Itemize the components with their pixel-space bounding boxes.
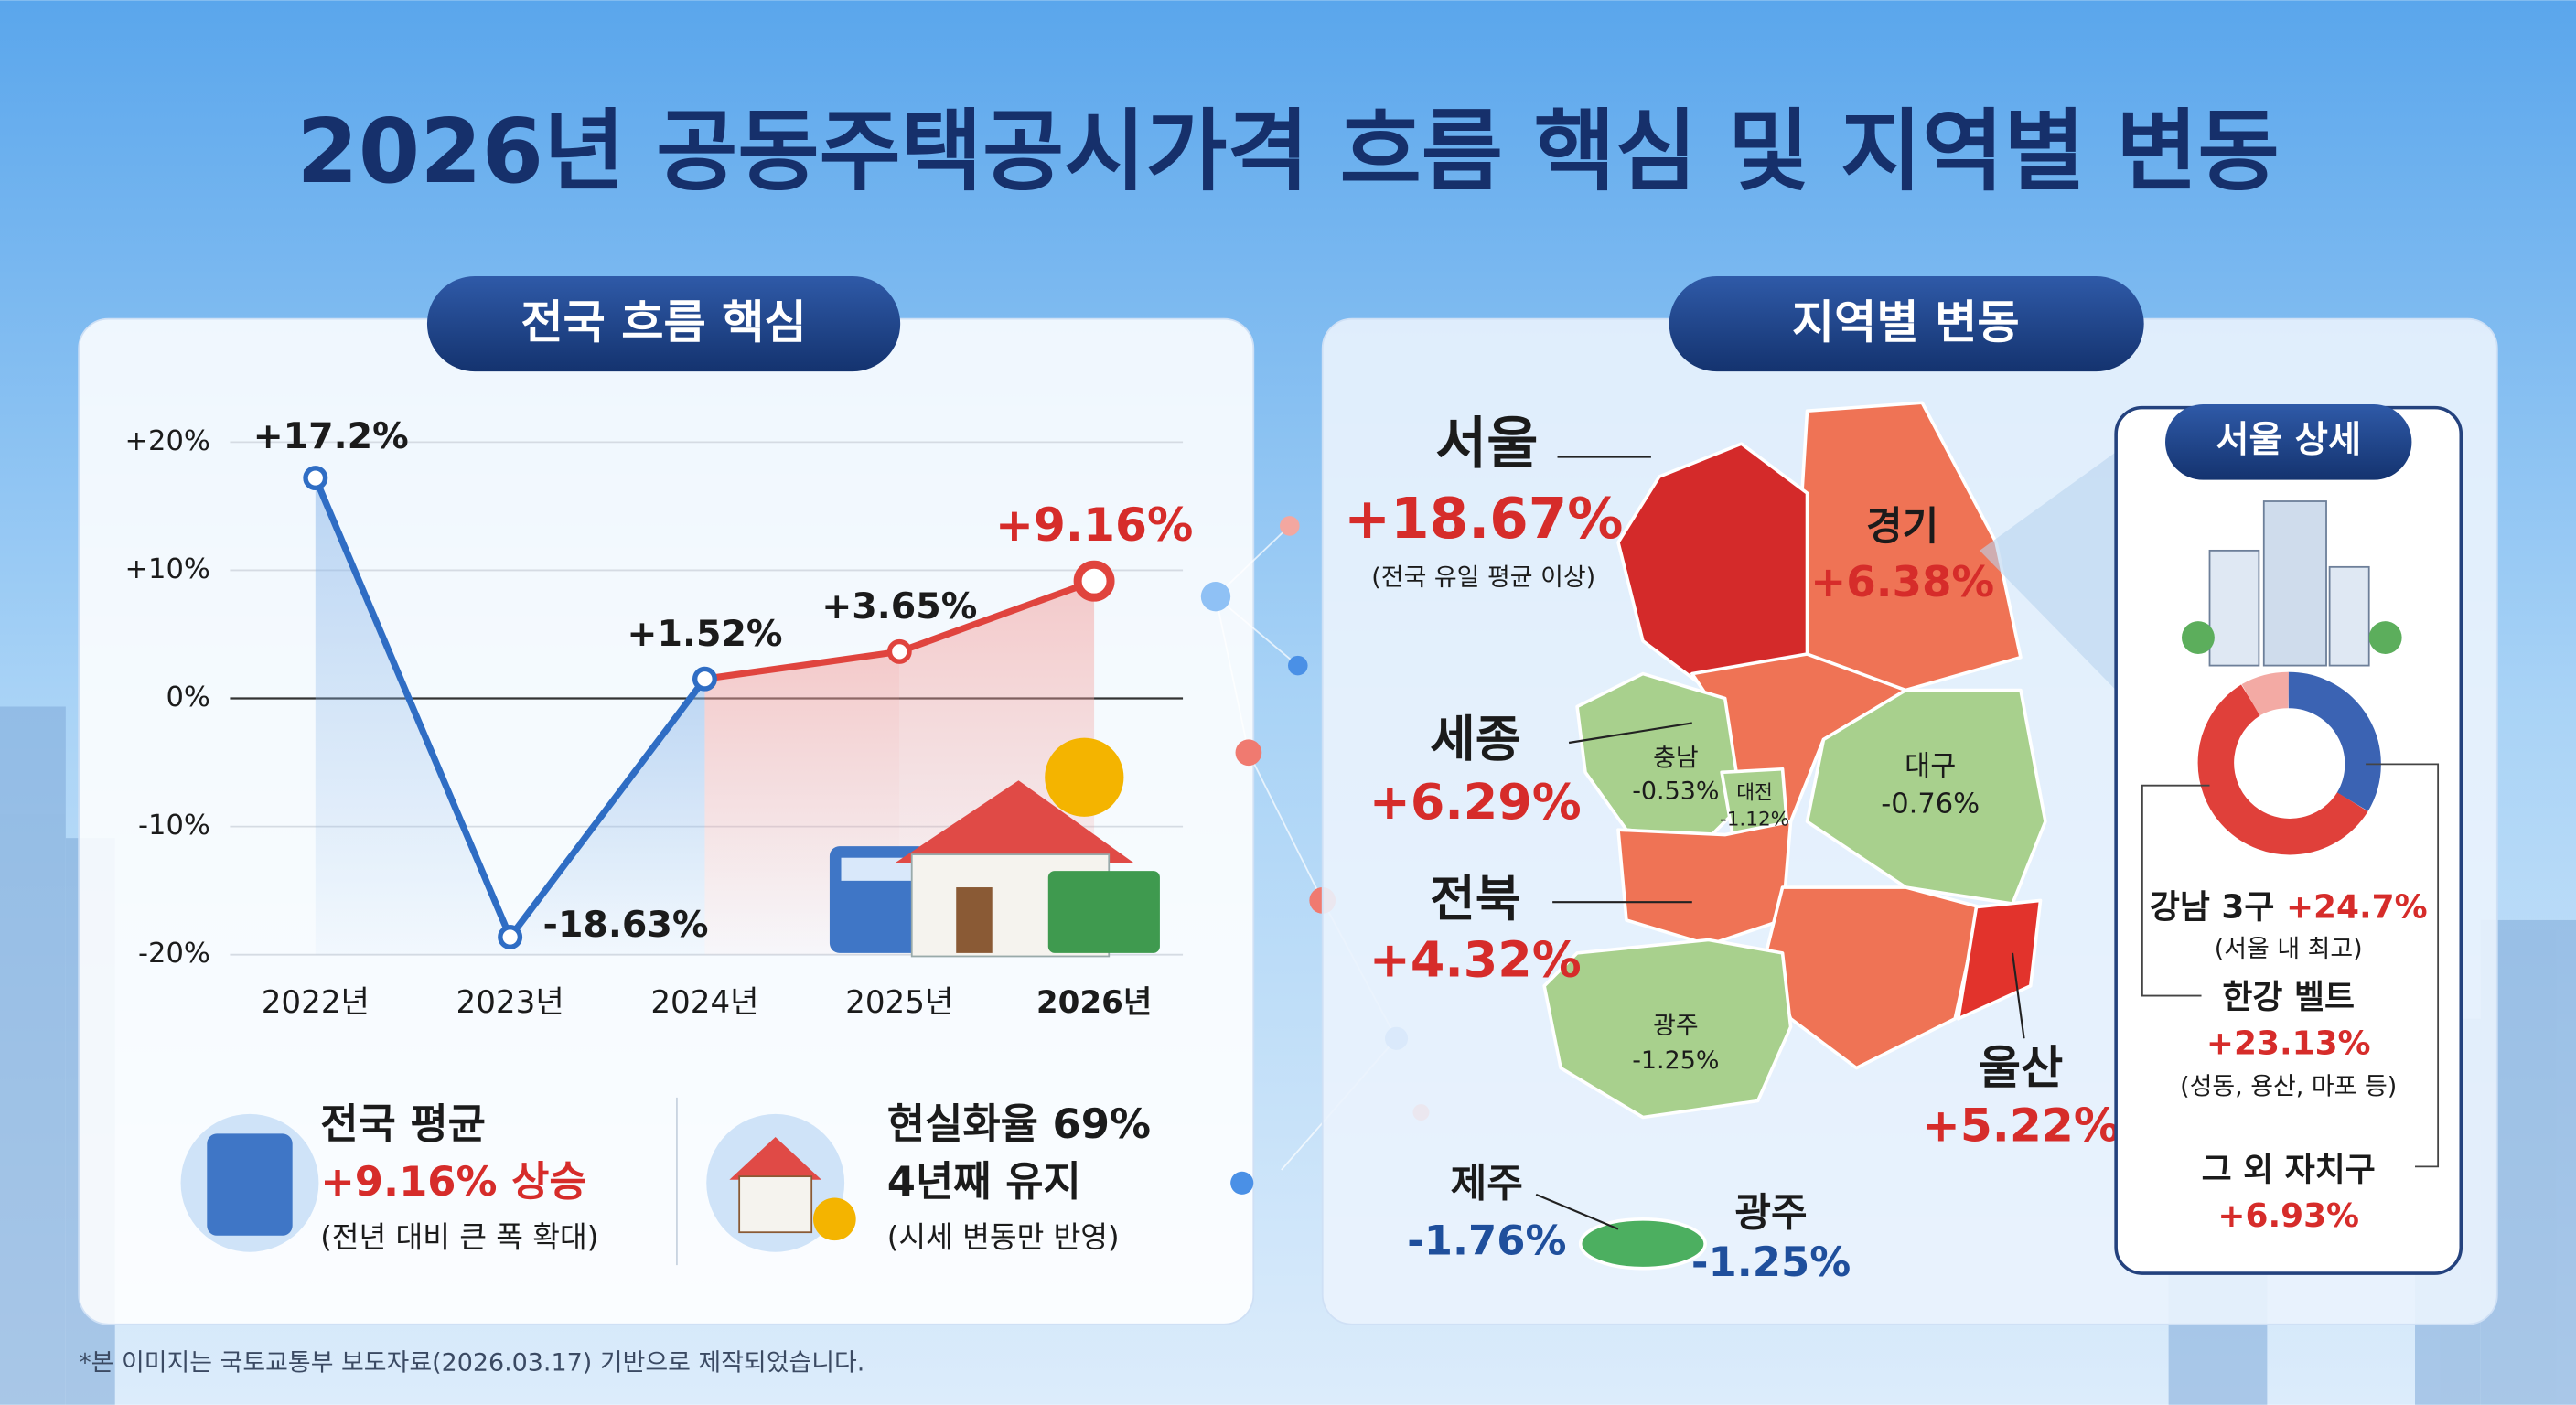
stat-title: 전국 평균 xyxy=(320,1099,486,1148)
region-name: 제주 xyxy=(1451,1161,1523,1207)
detail-change: +24.7% xyxy=(2286,888,2428,926)
line-segment xyxy=(701,648,903,682)
section-title: 지역별 변동 xyxy=(1792,295,2020,349)
value-label: +3.65% xyxy=(821,585,977,627)
section-title: 전국 흐름 핵심 xyxy=(521,295,806,349)
detail-change: +6.93% xyxy=(2217,1197,2359,1235)
map-label-change: -0.76% xyxy=(1881,788,1980,820)
detail-change: +23.13% xyxy=(2206,1024,2371,1062)
map-label-change: -1.12% xyxy=(1720,808,1789,831)
map-label-name: 대전 xyxy=(1736,782,1773,805)
region-change: +4.32% xyxy=(1369,930,1582,988)
section-pill xyxy=(426,275,901,372)
stat-title: 현실화율 69% xyxy=(887,1099,1151,1148)
x-tick-label: 2023년 xyxy=(456,984,564,1021)
building-icon xyxy=(2181,500,2402,667)
region-name: 세종 xyxy=(1430,711,1520,768)
region-change: -1.25% xyxy=(1691,1238,1851,1286)
region-name: 서울 xyxy=(1435,411,1538,476)
stat-note: (전년 대비 큰 폭 확대) xyxy=(320,1219,598,1254)
region-change: +18.67% xyxy=(1344,487,1623,552)
region-change: +5.22% xyxy=(1922,1099,2120,1153)
x-tick-label: 2022년 xyxy=(262,984,370,1021)
main-title: 2026년 공동주택공시가격 흐름 핵심 및 지역별 변동 xyxy=(296,100,2279,203)
map-label-name: 충남 xyxy=(1653,744,1699,772)
map-label-change: -1.25% xyxy=(1632,1046,1719,1075)
house-body xyxy=(738,1175,813,1234)
stat-highlight: 4년째 유지 xyxy=(887,1157,1081,1206)
region-name: 전북 xyxy=(1430,870,1520,928)
y-tick-label: -20% xyxy=(138,938,210,970)
region-name: 광주 xyxy=(1734,1191,1807,1237)
footnote: *본 이미지는 국토교통부 보도자료(2026.03.17) 기반으로 제작되었… xyxy=(79,1348,864,1377)
detail-pill xyxy=(2165,404,2412,480)
donut xyxy=(2197,671,2381,855)
detail-item: 강남 3구 +24.7% xyxy=(2150,888,2428,926)
point xyxy=(692,666,717,692)
map-label-change: -0.53% xyxy=(1632,777,1719,805)
region-name: 울산 xyxy=(1979,1041,2064,1095)
y-tick-label: +10% xyxy=(124,553,209,585)
x-tick-label: 2026년 xyxy=(1036,984,1152,1021)
detail-leaders xyxy=(2141,763,2440,1168)
y-tick-label: -10% xyxy=(138,810,210,842)
y-tick-label: 0% xyxy=(166,681,209,713)
calculator-body xyxy=(207,1133,293,1236)
line-segment xyxy=(312,474,514,941)
map-label-name: 대구 xyxy=(1905,750,1956,782)
x-tick-label: 2024년 xyxy=(650,984,758,1021)
detail-name: 한강 벨트 xyxy=(2222,979,2355,1016)
korea-map xyxy=(1542,401,2047,1271)
point xyxy=(498,925,523,949)
detail-name: 강남 3구 xyxy=(2150,888,2275,926)
line-segment xyxy=(507,675,709,941)
detail-name: 그 외 자치구 xyxy=(2202,1152,2376,1189)
value-label: +1.52% xyxy=(627,613,782,655)
detail-note: (서울 내 최고) xyxy=(2215,935,2363,963)
region-name: 경기 xyxy=(1866,504,1938,550)
region-change: +6.29% xyxy=(1369,773,1582,831)
line-segment xyxy=(896,577,1098,655)
section-pill xyxy=(1669,275,2144,372)
zoom-wedge xyxy=(1980,452,2117,691)
coin xyxy=(812,1197,856,1241)
value-label: +9.16% xyxy=(995,498,1194,552)
y-tick-label: +20% xyxy=(124,425,209,457)
point xyxy=(1073,560,1115,602)
detail-note: (성동, 용산, 마포 등) xyxy=(2180,1073,2397,1101)
point xyxy=(886,638,912,664)
x-tick-label: 2025년 xyxy=(845,984,953,1021)
house-icon xyxy=(829,737,1160,958)
point xyxy=(303,466,328,491)
region-change: +6.38% xyxy=(1810,558,1994,607)
leader-lines xyxy=(1535,456,2025,1230)
region-change: -1.76% xyxy=(1407,1217,1566,1265)
stat-note: (시세 변동만 반영) xyxy=(887,1219,1120,1254)
house-roof xyxy=(729,1137,821,1180)
value-label: -18.63% xyxy=(543,904,709,946)
stat-highlight: +9.16% 상승 xyxy=(320,1157,586,1206)
map-label-name: 광주 xyxy=(1653,1012,1699,1040)
value-label: +17.2% xyxy=(253,415,409,457)
detail-title: 서울 상세 xyxy=(2216,419,2361,461)
region-note: (전국 유일 평균 이상) xyxy=(1371,563,1595,592)
